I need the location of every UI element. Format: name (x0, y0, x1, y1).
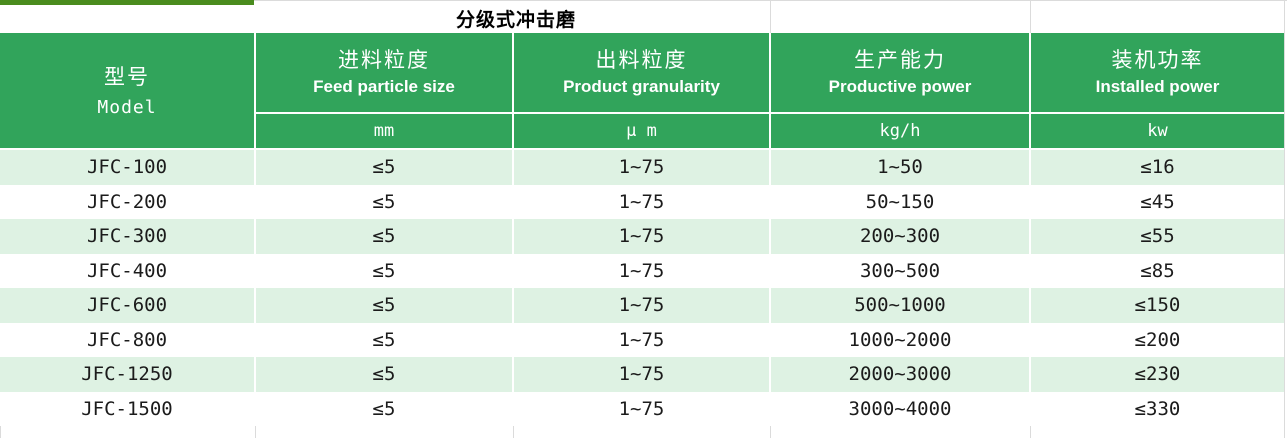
cell-product: 1~75 (514, 150, 769, 185)
table-row: JFC-100 ≤5 1~75 1~50 ≤16 (0, 150, 1284, 185)
cell-product: 1~75 (514, 288, 769, 323)
cell-model: JFC-1500 (0, 391, 254, 426)
table-row: JFC-200 ≤5 1~75 50~150 ≤45 (0, 184, 1284, 219)
header-product-zh: 出料粒度 (595, 48, 688, 72)
header-power-zh: 装机功率 (1111, 48, 1204, 72)
cell-capacity: 3000~4000 (771, 391, 1029, 426)
cell-model: JFC-300 (0, 219, 254, 254)
top-accent-bar (0, 0, 254, 5)
header-product-unit: μ m (514, 114, 769, 148)
gridline-bottom-stub-2 (513, 426, 514, 438)
cell-power: ≤55 (1031, 219, 1284, 254)
header-model-en: Model (97, 96, 157, 118)
table-row: JFC-800 ≤5 1~75 1000~2000 ≤200 (0, 322, 1284, 357)
header-feed-en: Feed particle size (313, 77, 455, 96)
cell-product: 1~75 (514, 253, 769, 288)
unit-um: μ m (626, 121, 657, 141)
header-product-en: Product granularity (563, 77, 720, 96)
cell-capacity: 500~1000 (771, 288, 1029, 323)
cell-feed: ≤5 (256, 150, 512, 185)
table-row: JFC-600 ≤5 1~75 500~1000 ≤150 (0, 288, 1284, 323)
cell-feed: ≤5 (256, 391, 512, 426)
cell-model: JFC-600 (0, 288, 254, 323)
cell-power: ≤85 (1031, 253, 1284, 288)
cell-model: JFC-800 (0, 322, 254, 357)
cell-feed: ≤5 (256, 253, 512, 288)
cell-product: 1~75 (514, 357, 769, 392)
cell-capacity: 1000~2000 (771, 322, 1029, 357)
cell-power: ≤16 (1031, 150, 1284, 185)
cell-product: 1~75 (514, 322, 769, 357)
gridline-bottom-stub-4 (1030, 426, 1031, 438)
header-feed-zh: 进料粒度 (338, 48, 430, 72)
cell-power: ≤230 (1031, 357, 1284, 392)
table-row: JFC-1500 ≤5 1~75 3000~4000 ≤330 (0, 391, 1284, 426)
cell-capacity: 2000~3000 (771, 357, 1029, 392)
header-capacity-en: Productive power (828, 77, 972, 96)
cell-power: ≤330 (1031, 391, 1284, 426)
table-row: JFC-300 ≤5 1~75 200~300 ≤55 (0, 219, 1284, 254)
unit-kgh: kg/h (879, 121, 921, 141)
cell-product: 1~75 (514, 391, 769, 426)
top-hairline (254, 0, 1287, 1)
cell-feed: ≤5 (256, 219, 512, 254)
unit-mm: mm (373, 121, 395, 141)
gridline-title-2 (1030, 1, 1031, 33)
header-model-zh: 型号 (104, 64, 150, 89)
header-power-en: Installed power (1095, 77, 1220, 96)
table-title: 分级式冲击磨 (455, 8, 576, 31)
cell-power: ≤200 (1031, 322, 1284, 357)
table-title-row: 分级式冲击磨 (0, 3, 1032, 33)
table-row: JFC-1250 ≤5 1~75 2000~3000 ≤230 (0, 357, 1284, 392)
cell-feed: ≤5 (256, 357, 512, 392)
cell-capacity: 200~300 (771, 219, 1029, 254)
cell-power: ≤150 (1031, 288, 1284, 323)
gridline-bottom-stub-1 (255, 426, 256, 438)
gridline-bottom-stub-3 (770, 426, 771, 438)
header-feed: 进料粒度 Feed particle size (256, 33, 512, 112)
cell-power: ≤45 (1031, 184, 1284, 219)
header-capacity-zh: 生产能力 (854, 48, 946, 72)
header-power-unit: kw (1031, 114, 1284, 148)
header-feed-unit: mm (256, 114, 512, 148)
cell-model: JFC-200 (0, 184, 254, 219)
header-power: 装机功率 Installed power (1031, 33, 1284, 112)
cell-model: JFC-400 (0, 253, 254, 288)
cell-capacity: 1~50 (771, 150, 1029, 185)
header-capacity: 生产能力 Productive power (771, 33, 1029, 112)
cell-feed: ≤5 (256, 184, 512, 219)
cell-product: 1~75 (514, 219, 769, 254)
cell-feed: ≤5 (256, 288, 512, 323)
header-model: 型号 Model (0, 33, 254, 148)
gridline-title-1 (770, 1, 771, 33)
cell-feed: ≤5 (256, 322, 512, 357)
cell-capacity: 50~150 (771, 184, 1029, 219)
gridline-right-edge (1284, 1, 1285, 438)
cell-model: JFC-100 (0, 150, 254, 185)
unit-kw: kw (1147, 121, 1168, 141)
cell-capacity: 300~500 (771, 253, 1029, 288)
table-row: JFC-400 ≤5 1~75 300~500 ≤85 (0, 253, 1284, 288)
data-grid: JFC-100 ≤5 1~75 1~50 ≤16 JFC-200 ≤5 1~75… (0, 150, 1284, 426)
cell-model: JFC-1250 (0, 357, 254, 392)
cell-product: 1~75 (514, 184, 769, 219)
header-capacity-unit: kg/h (771, 114, 1029, 148)
header-product: 出料粒度 Product granularity (514, 33, 769, 112)
